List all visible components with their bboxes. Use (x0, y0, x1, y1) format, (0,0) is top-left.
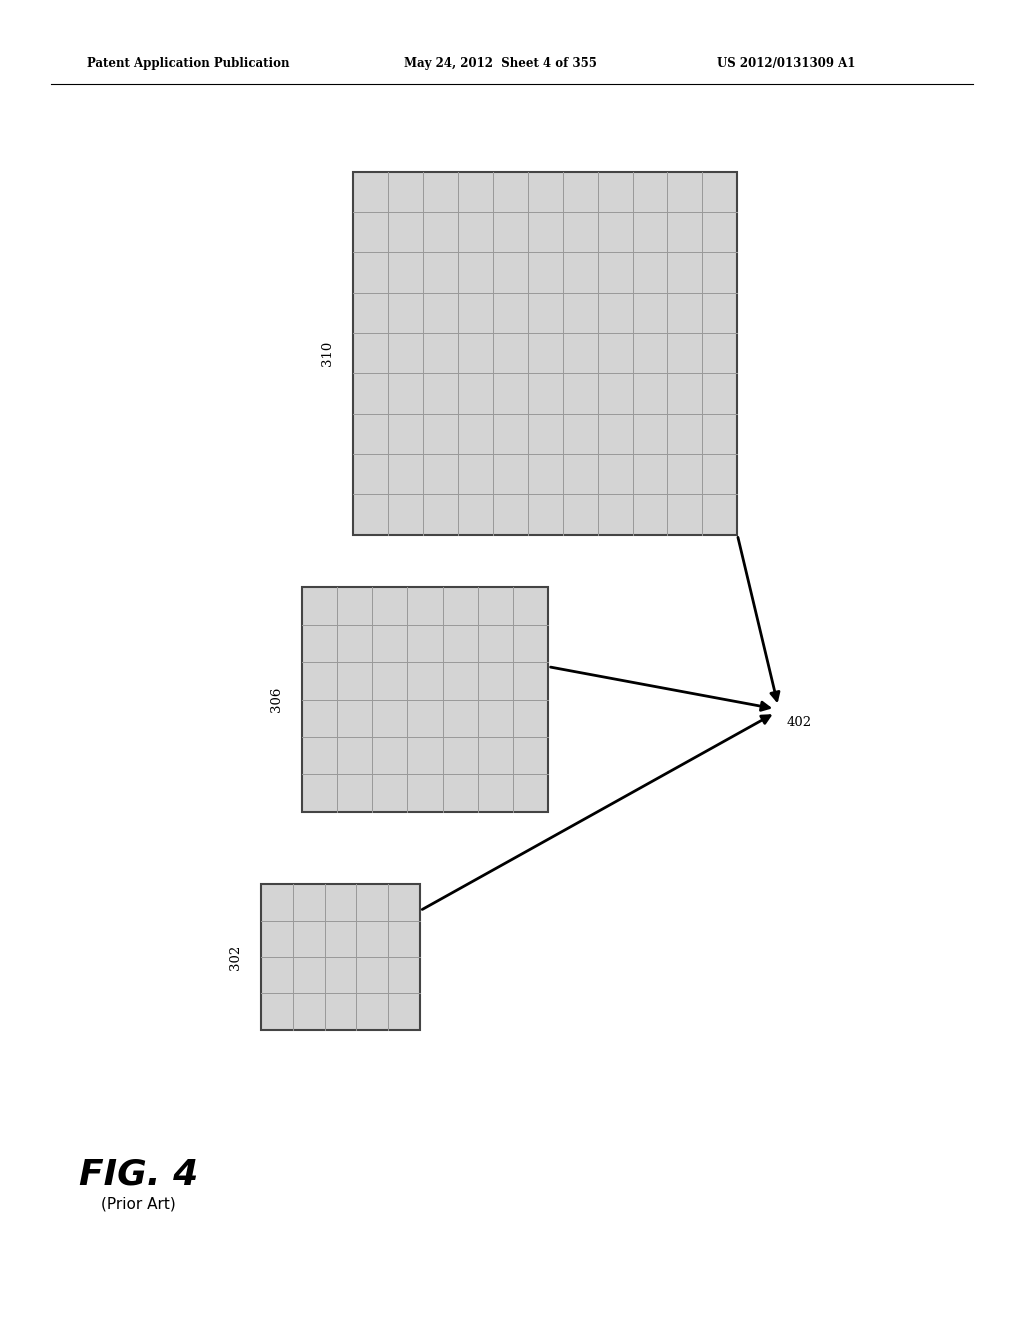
Bar (353, 172, 737, 535)
Text: 306: 306 (270, 686, 283, 713)
Text: FIG. 4: FIG. 4 (79, 1158, 198, 1192)
Text: US 2012/0131309 A1: US 2012/0131309 A1 (717, 57, 855, 70)
Text: 302: 302 (229, 944, 242, 970)
Bar (261, 884, 420, 1030)
Text: Patent Application Publication: Patent Application Publication (87, 57, 290, 70)
Text: (Prior Art): (Prior Art) (101, 1196, 175, 1212)
Text: 310: 310 (322, 341, 334, 366)
Bar (302, 587, 548, 812)
Text: May 24, 2012  Sheet 4 of 355: May 24, 2012 Sheet 4 of 355 (404, 57, 597, 70)
Text: 402: 402 (786, 715, 812, 729)
